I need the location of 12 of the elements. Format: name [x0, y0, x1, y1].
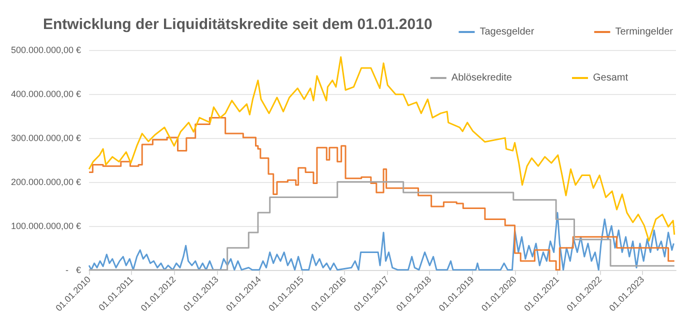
y-tick-label: 500.000.000,00 €	[10, 45, 82, 55]
line-series	[88, 56, 676, 242]
y-tick-label: 200.000.000,00 €	[10, 176, 82, 187]
legend-label: Termingelder	[615, 26, 674, 38]
y-tick-label: 100.000.000,00 €	[10, 220, 82, 231]
legend-label: Gesamt	[592, 72, 628, 84]
y-tick-label: 400.000.000,00 €	[10, 88, 82, 99]
legend-label: Tagesgelder	[480, 26, 535, 38]
y-tick-label: 300.000.000,00 €	[10, 132, 82, 143]
y-tick-label: - €	[66, 264, 82, 275]
chart-title: Entwicklung der Liquiditätskredite seit dem 01.01.2010	[43, 16, 432, 33]
legend-label: Ablösekredite	[451, 72, 512, 84]
